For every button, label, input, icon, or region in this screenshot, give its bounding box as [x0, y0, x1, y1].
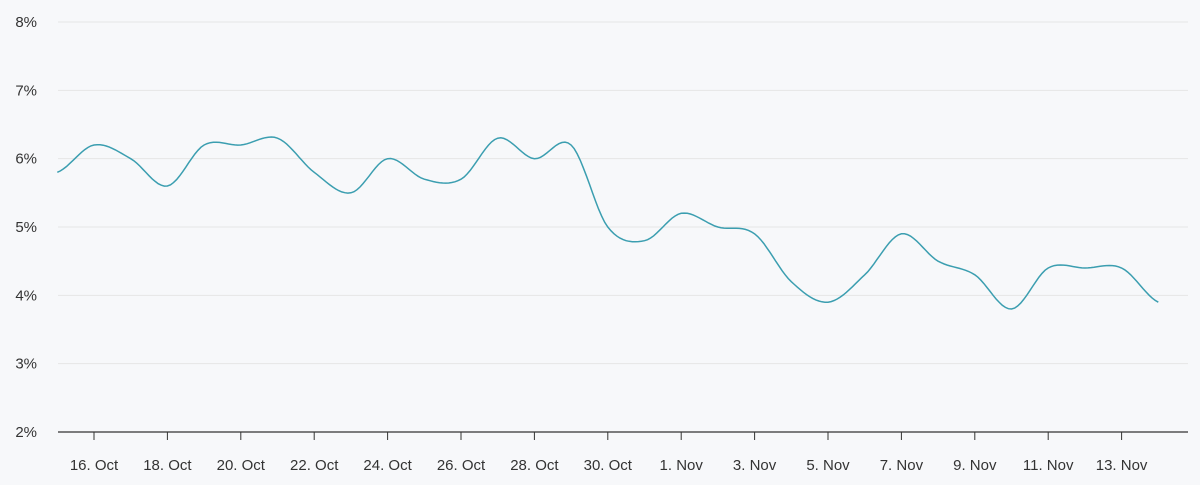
x-tick-label: 28. Oct — [510, 457, 559, 474]
x-tick-label: 11. Nov — [1023, 457, 1074, 474]
x-tick-label: 1. Nov — [660, 457, 704, 474]
x-tick-label: 30. Oct — [584, 457, 633, 474]
y-tick-label: 2% — [15, 424, 37, 441]
series-layer — [56, 136, 1159, 310]
x-tick-label: 3. Nov — [733, 457, 777, 474]
x-tick-label: 24. Oct — [363, 457, 412, 474]
x-tick-label: 22. Oct — [290, 457, 339, 474]
x-tick-label: 9. Nov — [953, 457, 997, 474]
x-axis-tick-labels: 16. Oct 18. Oct 20. Oct 22. Oct 24. Oct 26. O… — [70, 432, 1148, 474]
x-tick-label: 7. Nov — [880, 457, 924, 474]
y-tick-label: 3% — [15, 356, 37, 373]
x-tick-label: 13. Nov — [1096, 457, 1148, 474]
x-tick-label: 18. Oct — [143, 457, 192, 474]
series-line — [56, 136, 1159, 310]
x-tick-label: 20. Oct — [217, 457, 266, 474]
x-tick-label: 26. Oct — [437, 457, 486, 474]
y-axis-tick-labels: 2% 3% 4% 5% 6% 7% 8% — [15, 14, 37, 441]
y-tick-label: 5% — [15, 219, 37, 236]
x-tick-label: 16. Oct — [70, 457, 119, 474]
y-tick-label: 8% — [15, 14, 37, 31]
y-tick-label: 4% — [15, 287, 37, 304]
y-tick-label: 6% — [15, 151, 37, 168]
grid-lines — [58, 21, 1188, 365]
x-tick-label: 5. Nov — [806, 457, 850, 474]
y-tick-label: 7% — [15, 82, 37, 99]
